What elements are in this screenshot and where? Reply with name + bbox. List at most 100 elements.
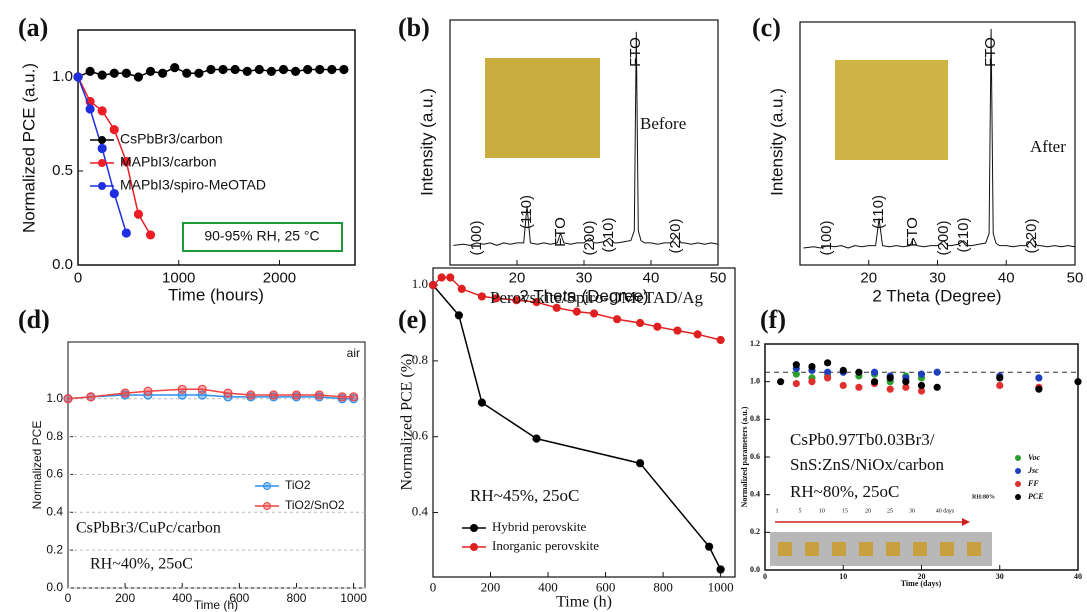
data-point [337, 392, 347, 402]
x-tick-label: 2000 [263, 269, 296, 286]
data-point [143, 386, 153, 396]
x-tick-label: 0 [763, 572, 767, 581]
legend-marker [1015, 494, 1021, 500]
y-axis-label: Normalized parameters (a.u.) [740, 406, 749, 507]
panel: (f) Time (days) Normalized parameters (a.u… [740, 305, 1082, 588]
annotation: FTO [982, 37, 999, 67]
data-point [290, 66, 301, 76]
data-point [145, 230, 156, 240]
x-tick-label: 600 [596, 580, 616, 595]
data-point [855, 368, 863, 376]
annotation: FTO [627, 37, 644, 67]
annotation: (200) [581, 220, 598, 255]
data-point [512, 296, 521, 305]
data-point [242, 66, 252, 76]
data-point [314, 390, 324, 400]
data-point [133, 72, 144, 82]
legend-marker [1015, 468, 1021, 474]
y-tick-label: 0.8 [412, 352, 428, 367]
data-point [246, 390, 256, 400]
data-point [477, 398, 486, 407]
legend-label: FF [1027, 479, 1039, 488]
legend-marker [263, 502, 271, 510]
x-tick-label: 800 [286, 591, 306, 605]
data-point [886, 385, 894, 393]
x-tick-label: 400 [172, 591, 192, 605]
x-tick-label: 200 [115, 591, 135, 605]
annotation: (100) [468, 220, 485, 255]
y-tick-label: 0.2 [750, 527, 760, 536]
data-point [269, 390, 279, 400]
data-point [223, 388, 233, 398]
data-point [133, 209, 144, 219]
annotation: 20 [865, 508, 871, 514]
y-tick-label: 0.0 [52, 256, 73, 273]
data-point [170, 62, 180, 73]
data-point [492, 294, 501, 303]
legend-label: MAPbI3/carbon [120, 154, 217, 170]
x-tick-label: 1000 [708, 580, 734, 595]
data-point [933, 368, 941, 376]
data-point [933, 383, 941, 391]
legend-marker [470, 543, 478, 551]
y-tick-label: 0.4 [750, 489, 760, 498]
legend-label: PCE [1028, 492, 1044, 501]
x-tick-label: 0 [65, 591, 72, 605]
device-photos [770, 532, 992, 566]
legend-marker [98, 159, 106, 167]
annotation: RH:80% [972, 494, 995, 500]
annotation: (210) [955, 217, 972, 252]
annotation: SnS:ZnS/NiOx/carbon [790, 455, 944, 474]
annotation: 90-95% RH, 25 °C [204, 228, 319, 244]
data-point [457, 284, 466, 293]
x-tick-label: 0 [74, 269, 82, 286]
y-tick-label: 0.4 [46, 504, 63, 518]
data-point [532, 298, 541, 307]
data-point [230, 64, 240, 75]
data-point [454, 311, 463, 320]
data-point [206, 64, 216, 75]
panel-label: (e) [398, 305, 427, 334]
x-tick-label: 10 [839, 572, 847, 581]
annotation: RH~40%, 25oC [90, 556, 193, 573]
data-point [777, 378, 785, 386]
y-tick-label: 1.0 [412, 276, 428, 291]
data-point [158, 68, 168, 78]
data-point [716, 335, 725, 345]
condition-box [182, 222, 343, 252]
data-point [63, 394, 73, 404]
panel: (d) Time (h) Normalized PCE 0 200 400 600 800 10… [18, 305, 367, 612]
panel-label: (b) [398, 13, 430, 42]
data-point [177, 384, 187, 394]
data-point [589, 309, 599, 318]
annotation: 10 [819, 508, 825, 514]
annotation: RH~80%, 25oC [790, 482, 899, 501]
data-point [109, 188, 119, 199]
data-point [291, 390, 302, 400]
data-point [808, 378, 816, 386]
legend-marker [470, 524, 478, 532]
x-tick-label: 1000 [340, 591, 367, 605]
annotation: Before [640, 114, 686, 133]
data-point [339, 64, 349, 75]
data-point [303, 64, 313, 75]
legend-label: MAPbI3/spiro-MeOTAD [120, 177, 266, 193]
data-point [121, 228, 131, 238]
data-point [917, 381, 926, 390]
data-point [653, 322, 662, 331]
timeline-arrowhead [962, 518, 970, 526]
plot-frame [77, 29, 356, 266]
film-photo-before [485, 58, 600, 158]
device-squares [778, 542, 981, 556]
x-axis-label: Time (days) [901, 579, 942, 588]
annotation: (100) [818, 220, 835, 255]
y-axis-label: Normalized PCE (a.u.) [19, 63, 38, 233]
annotation: Perovskite/Spiro-OMeTAD/Ag [490, 288, 704, 307]
data-line [803, 28, 1076, 249]
plot-frame [432, 267, 736, 578]
data-point [635, 318, 645, 328]
data-point [121, 157, 131, 167]
y-tick-label: 0.5 [52, 162, 73, 179]
panel-label: (c) [752, 13, 781, 42]
